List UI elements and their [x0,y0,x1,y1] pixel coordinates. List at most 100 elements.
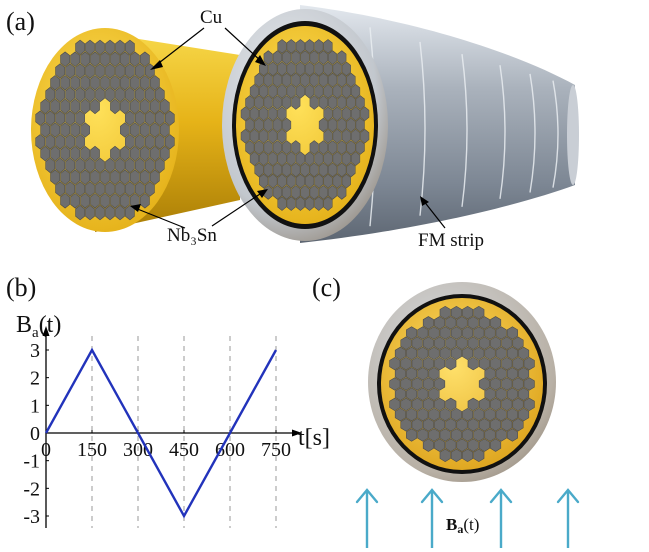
nb3sn-filament [268,151,278,167]
nb3sn-filament [467,316,479,330]
chart-y-axis-arrowhead [42,326,50,336]
nb3sn-filament [346,140,356,155]
nb3sn-filament [105,86,115,103]
chart-ylabel-sub: a [32,325,39,341]
nb3sn-filament [337,50,347,65]
nb3sn-filament [434,418,446,432]
nb3sn-filament [50,122,60,138]
nb3sn-filament [245,140,255,155]
nb3sn-filament [259,61,269,77]
nb3sn-filament [389,356,401,371]
nb3sn-filament [434,377,446,391]
nb3sn-filament [484,407,496,422]
nb3sn-filament [100,193,110,209]
nb3sn-filament [159,122,170,138]
nb3sn-filament [60,98,70,115]
nb3sn-filament [140,75,150,91]
nb3sn-filament [295,196,305,211]
nb3sn-filament [277,83,287,99]
nb3sn-filament [337,72,347,88]
nb3sn-filament [332,61,342,77]
nb3sn-filament [417,428,429,442]
nb3sn-filament [328,50,338,65]
nb3sn-filament [55,157,65,174]
nb3sn-filament [110,51,120,67]
nb3sn-filament [115,63,125,79]
nb3sn-filament [305,173,315,189]
nb3sn-filament [328,185,338,200]
nb3sn-filament [40,122,51,138]
nb3sn-filament [400,397,412,412]
nb3sn-filament [495,367,507,381]
nb3sn-filament [314,83,324,99]
nb3sn-filament [150,75,160,91]
nb3sn-filament [346,117,356,133]
nb3sn-filament [495,407,507,422]
nb3sn-filament [110,193,120,209]
nb3sn-filament [135,110,145,126]
nb3sn-filament [439,326,451,340]
nb3sn-filament [332,128,342,144]
nb3sn-filament [164,110,175,126]
nb3sn-filament [462,407,474,422]
nb3sn-filament [268,128,278,144]
nb3sn-filament [332,151,342,167]
nb3sn-filament [300,185,310,200]
nb3sn-filament [318,95,328,110]
nb3sn-filament [286,39,296,54]
nb3sn-filament [467,356,479,371]
nb3sn-filament [400,377,412,391]
nb3sn-filament [254,95,264,110]
nb3sn-filament [70,75,80,91]
nb3sn-filament [501,397,513,412]
chart-y-tick-label: 3 [30,340,40,362]
nb3sn-filament [518,367,530,381]
nb3sn-filament [286,61,296,77]
nb3sn-filament [140,98,150,115]
nb3sn-filament [282,95,292,110]
nb3sn-filament [400,336,412,350]
nb3sn-filament [272,95,282,110]
nb3sn-filament [150,98,160,115]
nb3sn-filament [478,397,490,412]
nb3sn-filament [309,50,319,65]
arrowhead-fm-strip [420,196,429,206]
nb3sn-filament [512,418,524,432]
nb3sn-filament [277,61,287,77]
nb3sn-filament [473,305,485,320]
nb3sn-filament [120,193,130,209]
nb3sn-filament [125,134,135,150]
nb3sn-filament [467,438,479,452]
nb3sn-filament [85,86,95,103]
nb3sn-filament [65,86,75,103]
nb3sn-filament [277,151,287,167]
nb3sn-filament [154,86,165,103]
nb3sn-filament [501,356,513,371]
nb3sn-filament [60,51,70,67]
nb3sn-filament [439,305,451,320]
nb3sn-filament [75,86,85,103]
nb3sn-filament [245,117,255,133]
nb3sn-filament [473,448,485,463]
nb3sn-filament [305,83,315,99]
nb3sn-filament [394,367,406,381]
nb3sn-filament [478,377,490,391]
nb3sn-filament [314,61,324,77]
nb3sn-filament [154,110,165,126]
nb3sn-filament [110,75,120,91]
nb3sn-filament [450,326,462,340]
nb3sn-filament [85,63,95,79]
nb3sn-filament [439,346,451,361]
nb3sn-filament [150,122,160,138]
nb3sn-filament [120,98,130,115]
nb3sn-filament [337,162,347,178]
nb3sn-filament [291,72,301,88]
nb3sn-filament [314,39,324,54]
nb3sn-filament [90,145,100,162]
nb3sn-filament [130,169,140,185]
nb3sn-filament [259,173,269,189]
nb3sn-filament [263,117,273,133]
nb3sn-filament [484,367,496,381]
nb3sn-filament [490,356,502,371]
